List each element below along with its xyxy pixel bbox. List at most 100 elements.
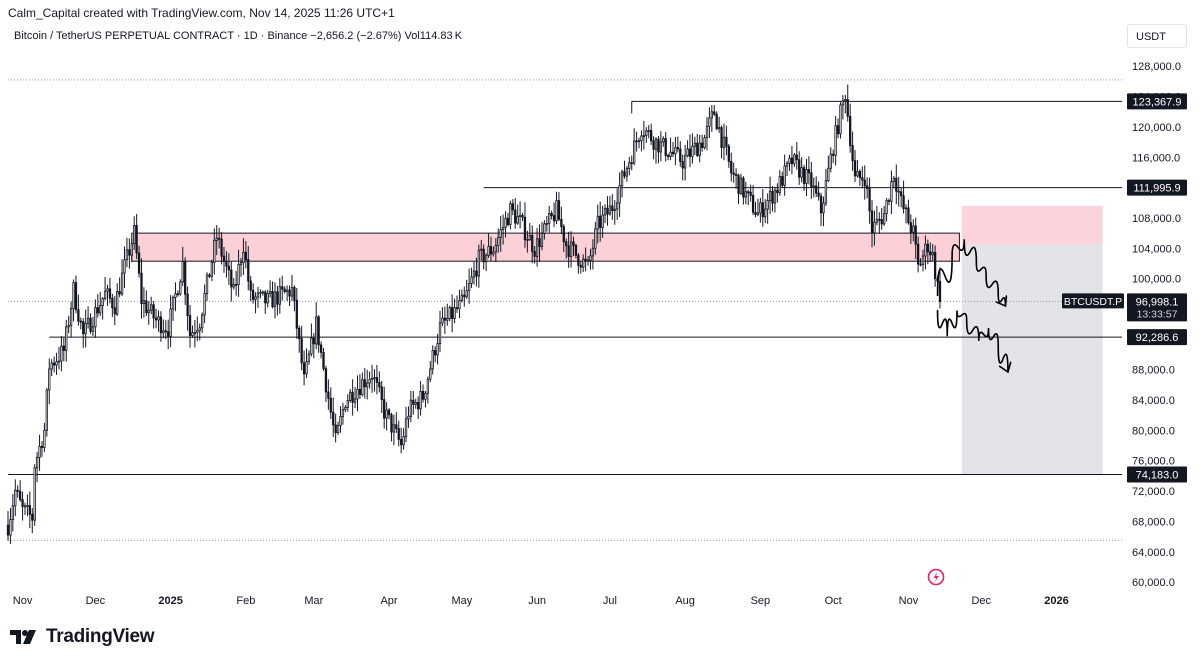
- candle-body: [191, 332, 194, 336]
- candle-body: [751, 195, 755, 213]
- tradingview-logo[interactable]: TradingView: [10, 626, 155, 648]
- candle-body: [283, 288, 286, 292]
- candle-body: [897, 190, 900, 193]
- symbol-tag-bg: [1062, 293, 1124, 309]
- candle-body: [790, 157, 794, 165]
- candle-body: [805, 169, 808, 184]
- volume-value: Vol114.83 K: [404, 30, 463, 42]
- candle-body: [846, 99, 849, 117]
- symbol-info: Bitcoin / TetherUS PERPETUAL CONTRACT · …: [14, 30, 462, 42]
- candle-body: [84, 322, 87, 335]
- alert-icon[interactable]: [927, 568, 945, 586]
- price-label-text: 92,286.6: [1136, 332, 1179, 344]
- x-tick-label: Dec: [971, 595, 991, 607]
- x-tick-label: Jun: [528, 595, 546, 607]
- price-label: 74,183.0: [1127, 466, 1187, 483]
- candle-body: [108, 288, 112, 299]
- candle-body: [225, 261, 228, 267]
- candle-body: [625, 168, 629, 177]
- currency-selector[interactable]: USDT: [1127, 24, 1187, 48]
- candle-body: [511, 203, 514, 211]
- y-tick-label: 108,000.0: [1132, 213, 1181, 225]
- candle-body: [111, 297, 114, 309]
- candle-body: [264, 291, 267, 304]
- candle-body: [771, 190, 774, 204]
- candle-body: [349, 391, 352, 401]
- symbol-tag: BTCUSDT.P: [1062, 293, 1124, 309]
- candle-body: [550, 213, 553, 217]
- x-tick-label: Jul: [603, 595, 617, 607]
- candle-body: [361, 379, 364, 395]
- candle-body: [594, 228, 597, 249]
- candle-body: [509, 203, 512, 226]
- candle-body: [737, 175, 740, 194]
- candle-body: [298, 327, 301, 340]
- candle-body: [475, 270, 478, 277]
- candle-body: [52, 362, 56, 366]
- candle-body: [557, 200, 561, 220]
- candle-body: [591, 247, 595, 257]
- candle-body: [836, 125, 840, 135]
- candle-body: [652, 140, 655, 150]
- candle-body: [693, 142, 696, 147]
- candle-body: [579, 264, 582, 268]
- candle-body: [623, 171, 626, 177]
- candle-body: [795, 154, 798, 161]
- candle-body: [28, 505, 31, 515]
- y-tick-label: 84,000.0: [1132, 395, 1175, 407]
- symbol-name[interactable]: Bitcoin / TetherUS PERPETUAL CONTRACT · …: [14, 30, 308, 42]
- candle-body: [489, 246, 493, 255]
- candle-body: [288, 289, 291, 297]
- candle-body: [45, 389, 48, 431]
- candle-body: [404, 418, 408, 437]
- candle-body: [453, 307, 456, 319]
- candle-body: [938, 280, 942, 302]
- candle-body: [776, 189, 779, 194]
- candle-body: [251, 289, 255, 300]
- candle-body: [514, 209, 517, 224]
- candle-body: [788, 157, 791, 164]
- candle-body: [810, 172, 813, 188]
- candle-body: [9, 519, 12, 536]
- projections-layer: [936, 239, 1012, 374]
- candle-body: [582, 258, 585, 268]
- candle-body: [931, 251, 934, 256]
- candle-body: [535, 238, 539, 257]
- candle-body: [732, 172, 735, 175]
- candle-body: [470, 276, 473, 284]
- candle-body: [450, 307, 454, 319]
- candle-body: [608, 205, 612, 215]
- candle-body: [322, 352, 325, 370]
- candle-body: [446, 318, 449, 321]
- candle-body: [261, 291, 264, 294]
- candle-body: [448, 307, 451, 319]
- stop-zone: [961, 205, 1103, 245]
- candle-body: [798, 159, 801, 178]
- candle-body: [899, 191, 903, 197]
- candle-body: [203, 293, 206, 316]
- candle-body: [281, 286, 284, 290]
- candle-body: [657, 138, 660, 153]
- candle-body: [188, 315, 192, 336]
- price-change: −2,656.2 (−2.67%): [310, 30, 402, 42]
- candle-body: [137, 252, 141, 274]
- candle-body: [465, 290, 468, 298]
- candle-body: [545, 222, 548, 225]
- candle-body: [764, 208, 767, 218]
- y-tick-label: 88,000.0: [1132, 365, 1175, 377]
- candle-body: [213, 240, 216, 263]
- candle-body: [96, 307, 99, 314]
- candle-body: [380, 386, 383, 401]
- candle-body: [873, 221, 876, 234]
- candle-body: [222, 255, 226, 262]
- candle-body: [827, 167, 830, 181]
- price-label-bg: [1127, 466, 1187, 483]
- candle-body: [123, 259, 126, 274]
- candle-body: [193, 332, 197, 334]
- candle-body: [368, 378, 371, 384]
- candle-body: [926, 243, 929, 253]
- candle-body: [467, 283, 471, 292]
- candle-body: [890, 181, 893, 202]
- candle-body: [606, 207, 609, 215]
